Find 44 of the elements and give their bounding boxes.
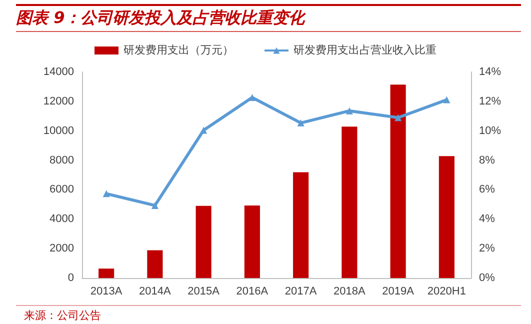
y2-tick-label: 12% <box>479 95 502 108</box>
legend-label: 研发费用支出（万元） <box>124 44 234 56</box>
point <box>200 126 208 134</box>
point <box>102 190 110 198</box>
legend-label: 研发费用支出占营业收入比重 <box>294 44 436 56</box>
bar <box>244 205 260 278</box>
y-tick-label: 0 <box>68 272 74 284</box>
point <box>394 114 402 122</box>
y2-tick-label: 8% <box>479 154 496 166</box>
y2-tick-label: 6% <box>479 184 496 196</box>
source-note: 来源：公司公告 <box>24 308 101 323</box>
y2-tick-label: 10% <box>479 124 502 137</box>
x-tick-label: 2014A <box>139 286 172 298</box>
x-tick-label: 2019A <box>382 286 415 298</box>
bar <box>147 250 163 278</box>
x-tick-label: 2013A <box>90 286 123 298</box>
y-tick-label: 2000 <box>50 242 74 255</box>
x-tick-label: 2016A <box>236 286 269 298</box>
point <box>297 119 304 126</box>
bar <box>342 126 358 278</box>
point <box>443 96 450 104</box>
x-tick-label: 2017A <box>284 286 318 298</box>
bar <box>293 172 309 278</box>
point <box>248 94 256 101</box>
y-tick-label: 6000 <box>50 184 74 196</box>
point <box>151 202 158 209</box>
y-tick-label: 12000 <box>43 95 74 108</box>
x-tick-label: 2020H1 <box>427 286 466 298</box>
chart-title: 图表 9：公司研发投入及占营收比重变化 <box>16 8 305 29</box>
bar <box>98 268 114 278</box>
y-tick-label: 10000 <box>43 124 74 137</box>
y-tick-label: 8000 <box>50 154 74 166</box>
x-tick-label: 2018A <box>334 286 366 298</box>
y2-tick-label: 4% <box>479 213 496 226</box>
y2-tick-label: 14% <box>479 66 502 78</box>
x-tick-label: 2015A <box>188 286 220 298</box>
bar <box>196 206 212 278</box>
point <box>346 107 353 114</box>
y-tick-label: 4000 <box>50 213 74 226</box>
y-tick-label: 14000 <box>43 66 74 78</box>
y2-tick-label: 2% <box>479 242 496 255</box>
bar <box>438 156 454 278</box>
bar <box>390 84 406 278</box>
y2-tick-label: 0% <box>479 272 496 284</box>
